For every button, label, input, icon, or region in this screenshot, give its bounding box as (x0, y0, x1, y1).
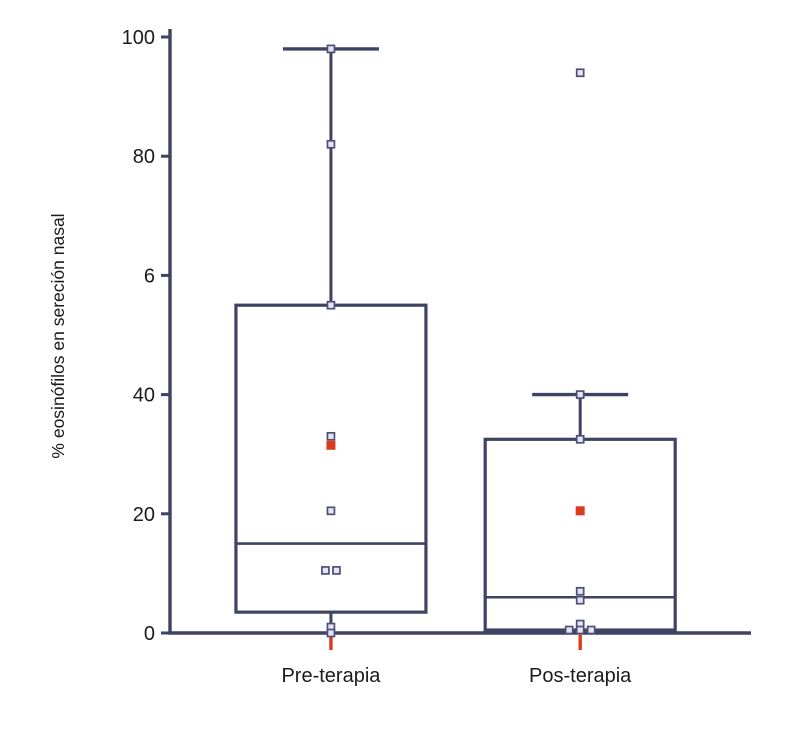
category-label: Pos-terapia (529, 665, 632, 687)
data-point (326, 44, 336, 54)
data-point (564, 625, 574, 635)
data-point (586, 625, 596, 635)
data-point (332, 566, 341, 575)
y-tick-label: 6 (144, 265, 155, 287)
data-point (575, 390, 585, 399)
mean-marker (575, 506, 585, 516)
data-point (575, 586, 585, 596)
data-point (326, 139, 336, 149)
y-tick-label: 0 (144, 623, 155, 645)
mean-marker (326, 440, 336, 450)
data-point (575, 625, 585, 635)
data-point (575, 68, 585, 78)
data-point (326, 300, 336, 310)
y-axis-title: % eosinófilos en sereción nasal (48, 213, 68, 458)
y-tick-label: 80 (133, 146, 155, 168)
data-point (326, 431, 336, 441)
data-point (321, 566, 330, 575)
y-tick-label: 20 (133, 504, 155, 526)
data-point (575, 434, 585, 444)
category-label: Pre-terapia (281, 665, 381, 687)
data-point (575, 595, 585, 605)
data-point (326, 506, 336, 516)
data-point (326, 628, 336, 638)
box (234, 303, 428, 614)
y-tick-label: 40 (133, 385, 155, 407)
y-tick-label: 100 (122, 27, 155, 49)
